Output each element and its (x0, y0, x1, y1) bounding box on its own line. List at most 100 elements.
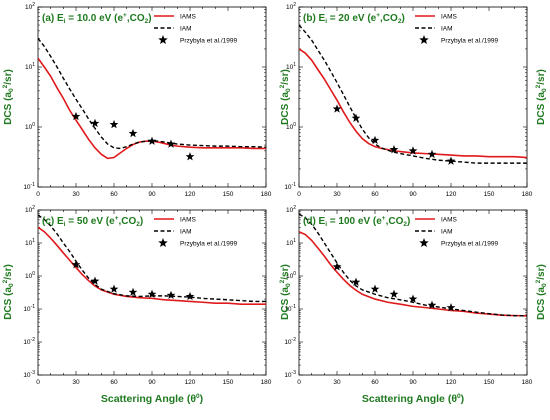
y-tick-label: 100 (25, 271, 35, 280)
data-point-star (332, 262, 342, 271)
legend-star-icon (158, 35, 168, 45)
panel-c: 0 30 60 90 120 150 180 10-3 10-2 10-1 100 101 102 (c)… (23, 205, 271, 386)
y-tick-label: 10-3 (23, 370, 35, 379)
x-tick-label: 180 (261, 191, 272, 198)
x-axis-label-left: Scattering Angle (θ0) (101, 393, 203, 405)
x-tick-label: 180 (522, 191, 533, 198)
x-tick-label: 60 (110, 379, 118, 386)
data-point-star (166, 139, 176, 148)
data-point-star (109, 119, 119, 129)
x-tick-label: 90 (409, 191, 417, 198)
x-tick-label: 0 (297, 379, 301, 386)
x-tick-label: 90 (409, 379, 417, 386)
legend-label: Przybyla et al./1999 (441, 240, 498, 247)
iam-curve (38, 37, 266, 150)
data-point-star (408, 146, 418, 155)
data-point-star (185, 152, 195, 161)
plot-frame (298, 209, 528, 376)
legend-label: IAM (180, 25, 192, 32)
y-tick-label: 10-1 (23, 182, 35, 191)
plot-frame (298, 6, 528, 188)
x-tick-label: 180 (522, 379, 533, 386)
legend-label: IAMS (180, 216, 197, 223)
data-point-star (370, 135, 380, 145)
plot-frame (37, 6, 267, 188)
x-tick-label: 150 (484, 191, 495, 198)
panel-a: 0 30 60 90 120 150 180 10-1 100 101 102 (a) Ei = 10… (23, 2, 271, 198)
legend-label: Przybyla et al./1999 (180, 37, 237, 44)
data-point-star (351, 277, 361, 286)
data-point-star (427, 300, 437, 309)
data-point-star (90, 276, 100, 285)
data-point-star (147, 289, 157, 298)
data-point-star (71, 260, 81, 269)
y-tick-label: 100 (286, 122, 296, 131)
y-tick-label: 101 (25, 62, 35, 71)
x-tick-label: 150 (484, 379, 495, 386)
x-tick-label: 0 (297, 191, 301, 198)
y-tick-label: 100 (286, 271, 296, 280)
panel-title: (b) Ei = 20 eV (e+,CO2) (303, 12, 405, 25)
data-point-star (109, 284, 119, 293)
plot-area (299, 24, 527, 165)
iam-curve (299, 213, 527, 317)
data-point-star (332, 104, 342, 113)
panel-d: 0 30 60 90 120 150 180 10-3 10-2 10-1 100 101 102 (d)… (284, 205, 532, 386)
x-tick-label: 30 (72, 379, 80, 386)
x-tick-label: 90 (148, 379, 156, 386)
x-tick-label: 60 (371, 379, 379, 386)
data-point-star (166, 290, 176, 300)
x-tick-label: 120 (185, 191, 196, 198)
y-tick-label: 101 (25, 238, 35, 247)
x-tick-label: 0 (36, 191, 40, 198)
x-axis-label-right: Scattering Angle (θ0) (362, 393, 464, 405)
iam-curve (38, 214, 266, 303)
panel-title: (a) Ei = 10.0 eV (e+,CO2) (42, 12, 152, 25)
plot-area (38, 214, 266, 305)
y-tick-label: 102 (25, 205, 35, 214)
x-tick-label: 60 (110, 191, 118, 198)
y-tick-label: 101 (286, 238, 296, 247)
y-axis-label-right-bottom: DCS (a02/sr) (535, 264, 548, 320)
data-point-star (389, 145, 399, 154)
legend-label: Przybyla et al./1999 (441, 37, 498, 44)
legend-label: Przybyla et al./1999 (180, 240, 237, 247)
x-tick-label: 150 (223, 191, 234, 198)
data-point-star (128, 128, 138, 138)
plot-area (38, 37, 266, 161)
legend-label: IAMS (441, 216, 458, 223)
legend-label: IAMS (180, 13, 197, 20)
y-axis-label-left-top: DCS (a02/sr) (2, 69, 15, 125)
data-point-star (446, 156, 456, 165)
y-axis-label-right-top: DCS (a02/sr) (535, 69, 548, 125)
y-tick-label: 10-2 (23, 337, 35, 346)
iam-curve (299, 24, 527, 164)
x-tick-label: 30 (72, 191, 80, 198)
y-tick-label: 10-3 (284, 370, 296, 379)
data-point-star (408, 294, 418, 303)
data-point-star (71, 111, 81, 121)
y-tick-label: 100 (25, 122, 35, 131)
data-point-star (128, 287, 138, 297)
x-tick-label: 0 (36, 379, 40, 386)
legend-label: IAM (180, 228, 192, 235)
panel-title: (c) Ei = 50 eV (e+,CO2) (42, 215, 143, 228)
data-point-star (427, 149, 437, 159)
legend-star-icon (419, 35, 429, 45)
x-tick-label: 60 (371, 191, 379, 198)
iams-curve (299, 230, 527, 317)
y-tick-label: 10-1 (284, 182, 296, 191)
y-axis-label-middle-top: DCS (a02/sr) (279, 69, 292, 125)
x-tick-label: 120 (446, 191, 457, 198)
legend-label: IAM (441, 25, 453, 32)
y-axis-label-middle-bottom: DCS (a02/sr) (279, 264, 292, 320)
legend-star-icon (419, 238, 429, 248)
data-point-star (147, 136, 157, 145)
panel-b: 0 30 60 90 120 150 180 10-1 100 101 102 (b) Ei = 20… (284, 2, 532, 198)
y-tick-label: 10-1 (284, 304, 296, 313)
x-tick-label: 150 (223, 379, 234, 386)
y-tick-label: 101 (286, 62, 296, 71)
x-tick-label: 30 (333, 379, 341, 386)
legend-label: IAM (441, 228, 453, 235)
